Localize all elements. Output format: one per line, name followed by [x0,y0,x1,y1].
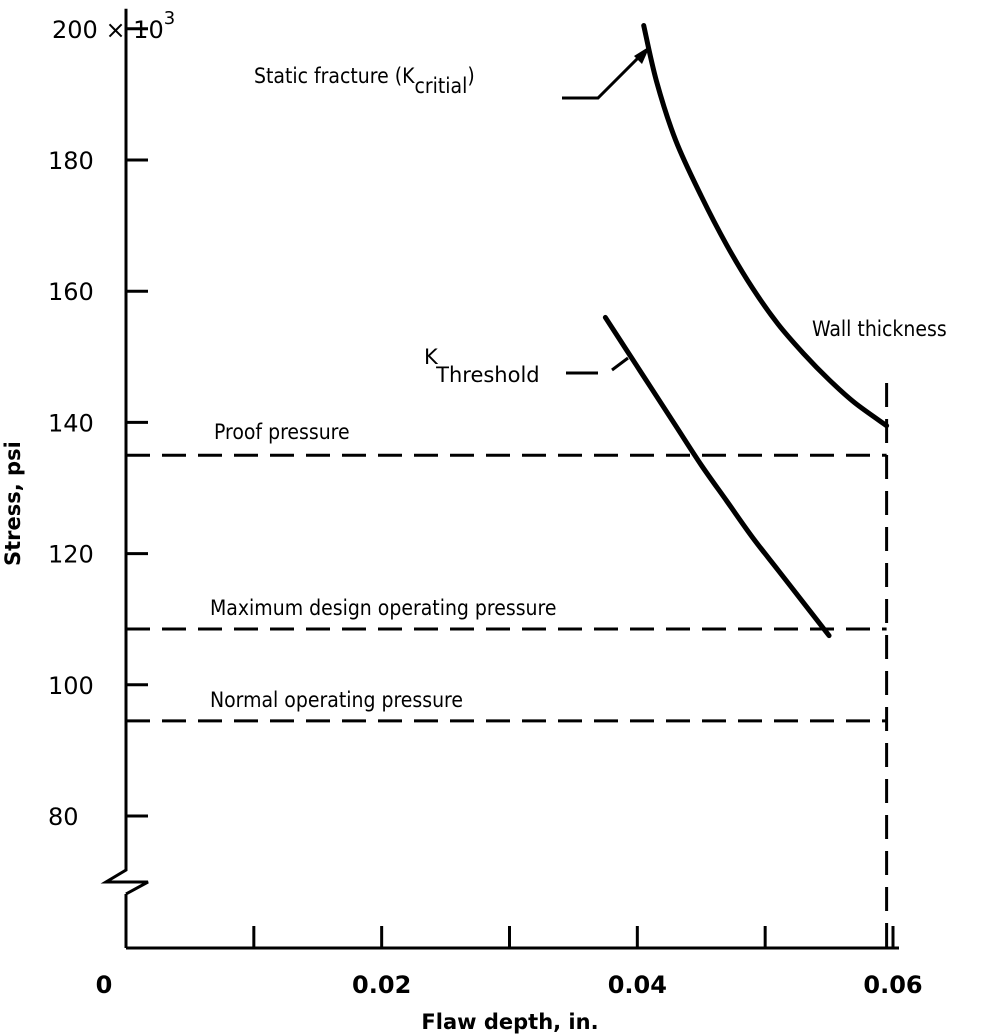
k-threshold-leader [566,356,629,375]
static-fracture-leader-arrow [634,46,650,64]
static-fracture-leader [562,50,646,100]
k-threshold-label: KThreshold [424,345,540,387]
reference-line-label: Maximum design operating pressure [210,596,556,620]
x-tick-label: 0.06 [863,971,922,999]
reference-line-label: Proof pressure [214,420,350,444]
y-axis-title: Stress, psi [1,441,25,566]
static-fracture-label: Static fracture (Kcritial) [254,64,475,98]
x-axis-title: Flaw depth, in. [421,1010,598,1034]
axes-layer: 80 100 120 140 160 180 200 × 103 0 0.02 0.04 0.06 F… [1,8,923,1034]
static-fracture-curve [641,23,890,429]
x-tick-label: 0.04 [608,971,667,999]
y-tick-label: 80 [48,803,79,831]
series-lines [602,23,890,639]
y-tick-label: 100 [48,672,94,700]
reference-lines [126,383,889,948]
k-threshold-curve [602,314,832,639]
reference-line-label: Normal operating pressure [210,688,463,712]
k-threshold-label-sub: Threshold [435,363,540,387]
y-axis-break [100,860,149,896]
y-tick-label: 120 [48,541,94,569]
static-fracture-label-close: ) [467,64,474,88]
x-tick-label: 0.02 [352,971,411,999]
y-tick-label-exponent: 3 [164,8,175,29]
y-tick-label: 140 [48,409,94,437]
wall-thickness-label: Wall thickness [812,317,947,341]
annotations: Proof pressure Maximum design operating p… [210,46,947,712]
x-tick-label: 0 [96,971,113,999]
y-tick-label: 160 [48,278,94,306]
y-tick-label: 180 [48,147,94,175]
static-fracture-label-sub: critial [414,74,467,98]
y-tick-label-top: 200 × 103 [52,8,175,44]
